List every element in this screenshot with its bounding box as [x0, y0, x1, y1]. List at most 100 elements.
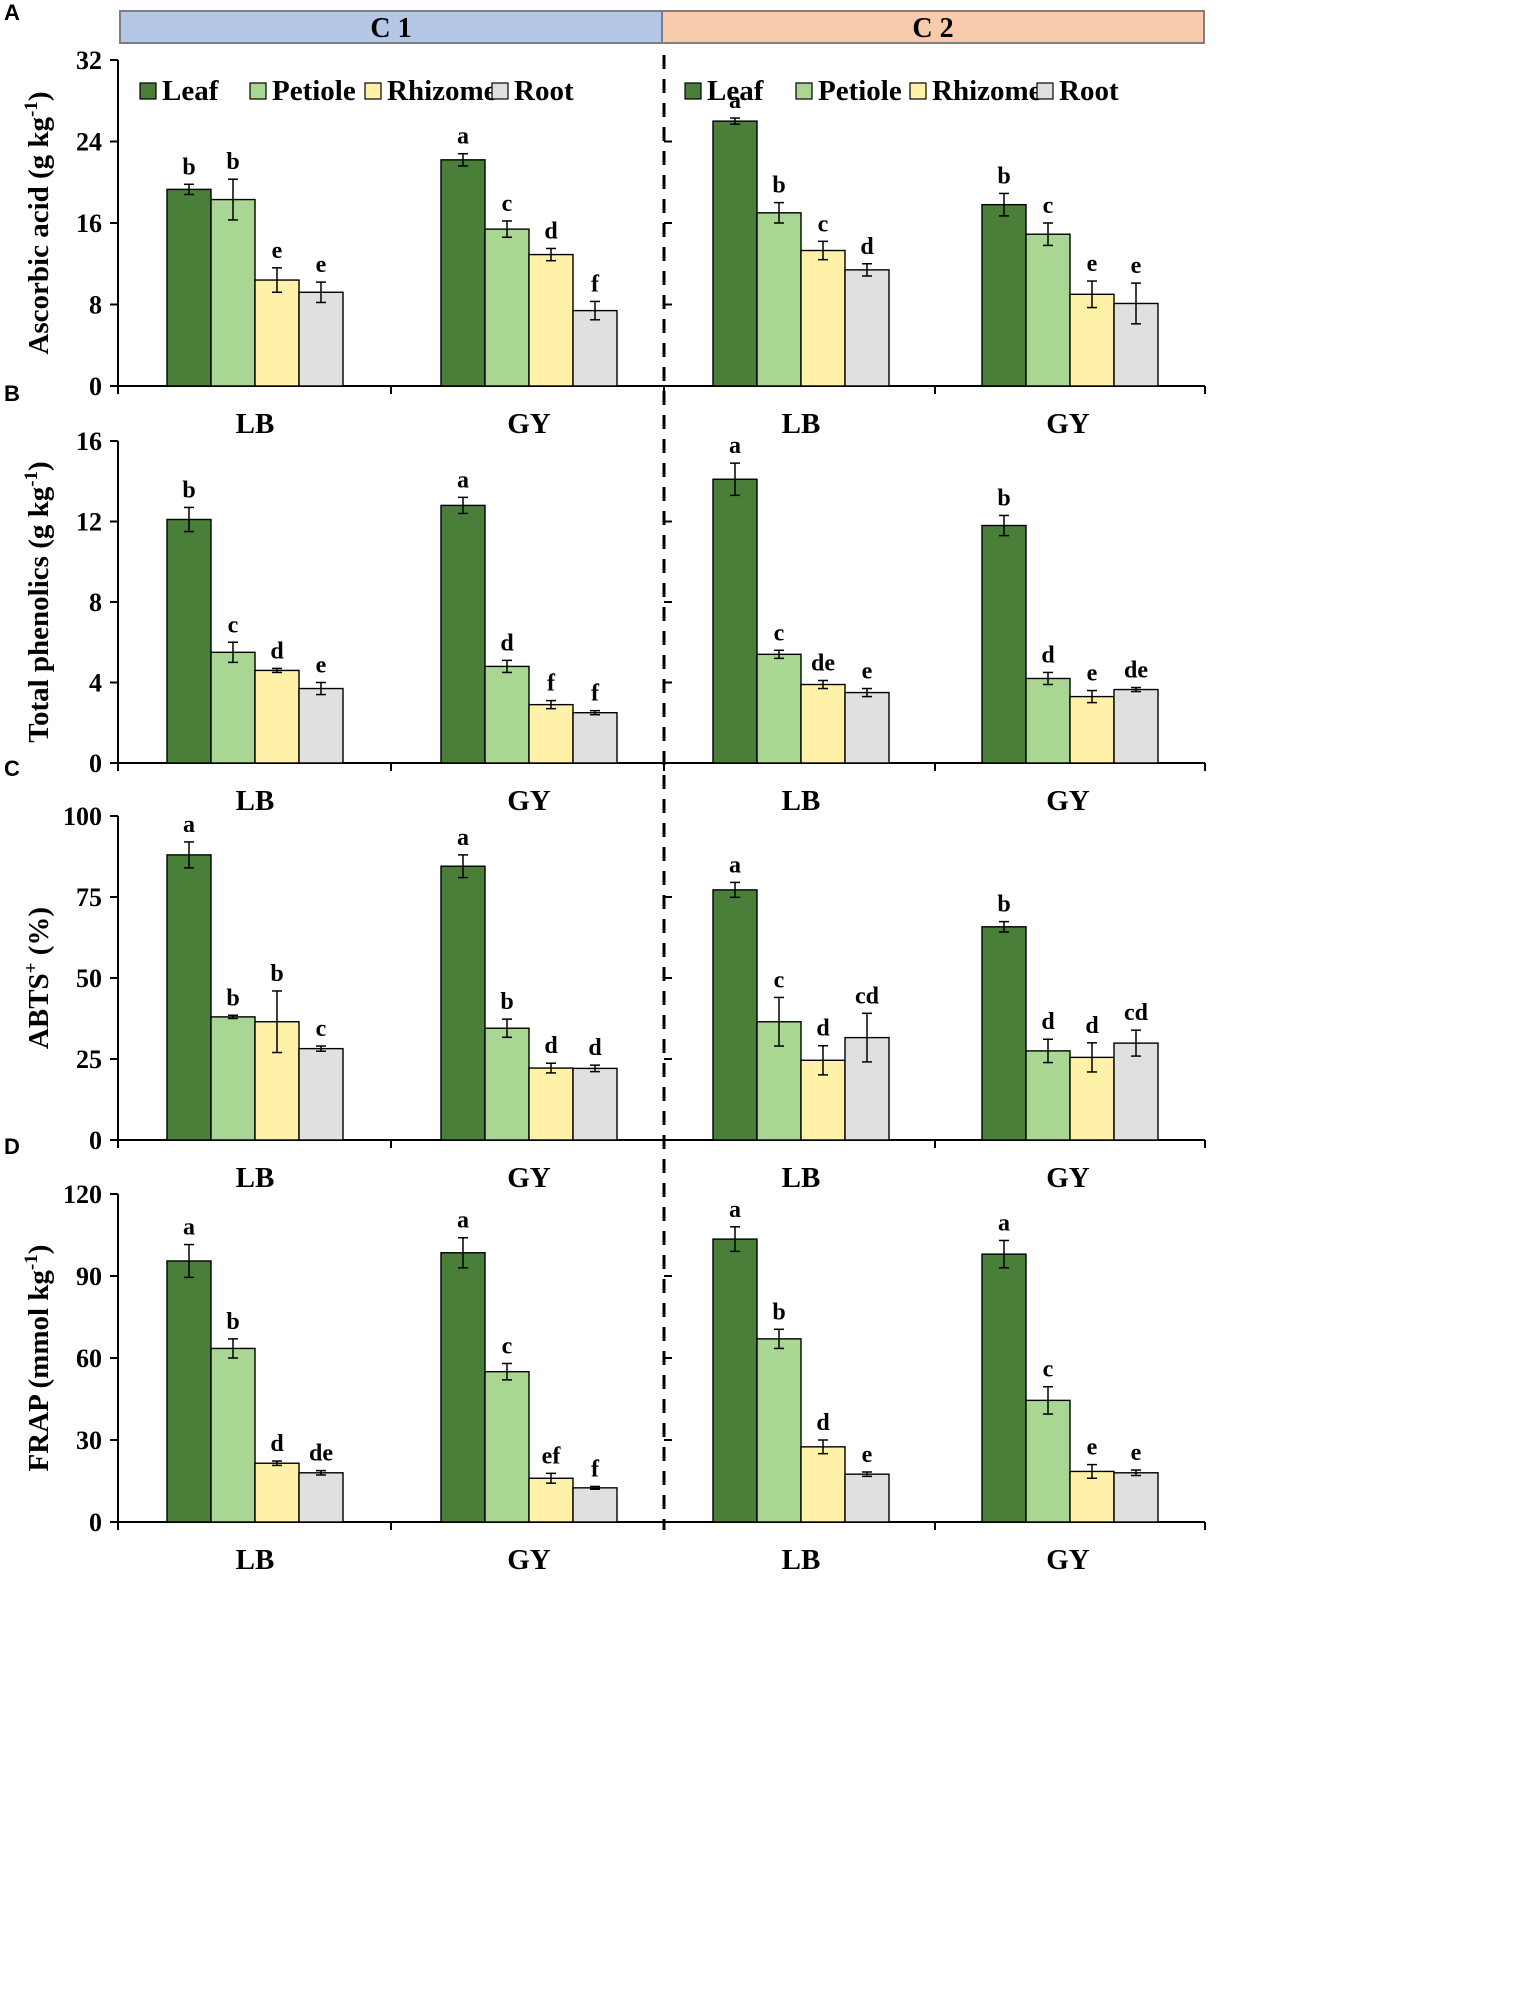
y-tick-label: 32 [76, 46, 102, 75]
legend-label: Petiole [818, 75, 902, 107]
significance-letter: f [547, 671, 556, 697]
significance-letter: a [729, 433, 741, 459]
bar-rhizome [800, 683, 846, 764]
bar-leaf [440, 504, 486, 764]
bar-root [1113, 1472, 1159, 1523]
bar-petiole [1025, 1399, 1071, 1523]
significance-letter: d [816, 1410, 830, 1436]
x-tick-label: LB [782, 1544, 821, 1576]
bar-petiole [484, 228, 530, 387]
significance-letter: f [591, 271, 600, 297]
bar-petiole [484, 665, 530, 764]
panel-A: A 0 8 16 24 32 Ascorbic acid (g kg-1) b b e e LB a c d… [4, 0, 1206, 440]
y-axis-label-sup: -1 [21, 101, 42, 117]
significance-letter: d [588, 1035, 602, 1061]
bar-leaf [166, 854, 212, 1141]
significance-letter: b [182, 477, 195, 503]
significance-letter: de [811, 650, 835, 676]
legend-label: Petiole [272, 75, 356, 107]
bar-leaf [440, 159, 486, 387]
y-tick-label: 16 [76, 209, 102, 238]
bar-petiole [484, 1370, 530, 1523]
y-axis-label-main: Total phenolics (g kg [23, 486, 55, 742]
significance-letter: e [1087, 1435, 1098, 1461]
significance-letter: e [316, 252, 327, 278]
significance-letter: c [502, 1333, 513, 1359]
bar-rhizome [254, 1462, 300, 1523]
bar-rhizome [800, 249, 846, 387]
bar-petiole [756, 1338, 802, 1523]
significance-letter: c [502, 191, 513, 217]
bar-petiole [1025, 233, 1071, 387]
significance-letter: b [226, 985, 239, 1011]
bar-petiole [484, 1027, 530, 1141]
bar-rhizome [1069, 293, 1115, 387]
bar-leaf [166, 518, 212, 764]
legend-2: Leaf Petiole Rhizome Root [684, 75, 1119, 107]
y-axis-label: Ascorbic acid (g kg-1) [21, 91, 55, 354]
significance-letter: b [997, 892, 1010, 918]
significance-letter: b [226, 1309, 239, 1335]
bar-rhizome [528, 1477, 574, 1523]
significance-letter: b [270, 961, 283, 987]
y-tick-label: 4 [89, 669, 102, 698]
bar-leaf [440, 865, 486, 1141]
significance-letter: d [1041, 642, 1055, 668]
significance-letter: d [1041, 1009, 1055, 1035]
significance-letter: c [774, 620, 785, 646]
x-tick-label: LB [236, 1162, 275, 1194]
legend-label: Leaf [707, 75, 764, 107]
legend-swatch-root [491, 82, 509, 100]
significance-letter: b [772, 1299, 785, 1325]
significance-letter: d [1085, 1013, 1099, 1039]
y-axis-label-main: FRAP (mmol kg [23, 1270, 55, 1472]
bar-petiole [210, 1016, 256, 1141]
bar-root [298, 1472, 344, 1523]
legend-1: Leaf Petiole Rhizome Root [139, 75, 574, 107]
bar-petiole [210, 651, 256, 764]
bar-rhizome [254, 669, 300, 764]
significance-letter: b [226, 149, 239, 175]
bar-leaf [712, 478, 758, 764]
bar-root [844, 691, 890, 764]
legend-label: Root [514, 75, 574, 107]
bar-rhizome [1069, 1470, 1115, 1523]
y-axis-label-sup: -1 [21, 1254, 42, 1270]
significance-letter: a [457, 467, 469, 493]
x-tick-label: GY [507, 408, 551, 440]
significance-letter: c [1043, 193, 1054, 219]
x-tick-label: GY [1046, 1544, 1090, 1576]
y-tick-label: 0 [89, 749, 102, 778]
c1-header-label: C 1 [370, 13, 411, 44]
y-axis-label: ABTS+ (%) [21, 907, 55, 1049]
significance-letter: e [862, 1442, 873, 1468]
legend-label: Rhizome [387, 75, 497, 107]
y-tick-label: 25 [76, 1045, 102, 1074]
significance-letter: b [500, 989, 513, 1015]
bar-rhizome [528, 703, 574, 764]
bar-root [298, 1047, 344, 1141]
bar-petiole [210, 1347, 256, 1523]
y-tick-label: 0 [89, 372, 102, 401]
y-tick-label: 75 [76, 883, 102, 912]
bar-root [298, 687, 344, 764]
x-tick-label: LB [782, 1162, 821, 1194]
bar-leaf [981, 926, 1027, 1141]
y-axis-label: FRAP (mmol kg-1) [21, 1245, 55, 1472]
bar-root [572, 1487, 618, 1523]
significance-letter: c [228, 612, 239, 638]
x-tick-label: GY [507, 785, 551, 817]
significance-letter: d [544, 218, 558, 244]
significance-letter: e [1087, 251, 1098, 277]
y-axis-label-main: ABTS [23, 973, 55, 1049]
significance-letter: b [997, 485, 1010, 511]
y-axis-label-tail: ) [23, 91, 55, 101]
significance-letter: c [1043, 1357, 1054, 1383]
y-tick-label: 60 [76, 1344, 102, 1373]
panel-letter: B [4, 381, 20, 406]
y-tick-label: 90 [76, 1262, 102, 1291]
significance-letter: d [860, 234, 874, 260]
legend-swatch-root [1036, 82, 1054, 100]
y-axis-label-tail: ) [23, 461, 55, 471]
